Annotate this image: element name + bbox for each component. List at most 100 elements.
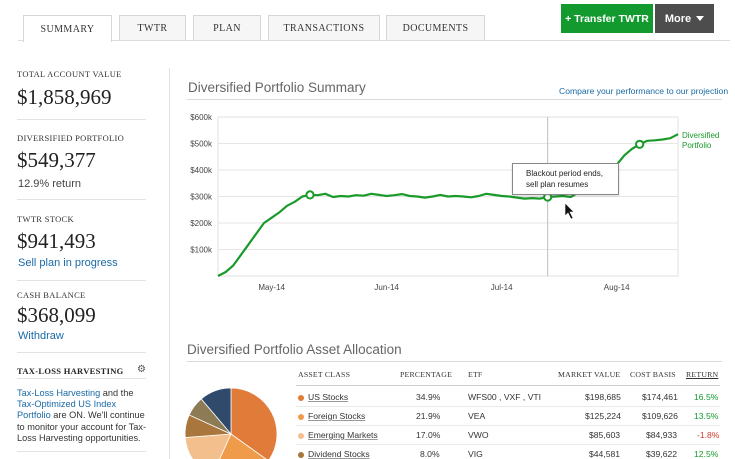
y-tick-label: $300k: [190, 193, 213, 202]
pie-slice: [219, 433, 267, 459]
series-marker: [305, 190, 315, 200]
col-percentage: PERCENTAGE: [400, 370, 453, 379]
tlh-text-rest: are ON. We'll continue to monitor your a…: [17, 410, 147, 443]
tab-plan[interactable]: PLAN: [193, 15, 261, 41]
table-row[interactable]: Dividend Stocks 8.0% VIG $44,581 $39,622…: [296, 445, 720, 459]
row-divider: [296, 406, 720, 407]
asset-class-link[interactable]: Emerging Markets: [308, 430, 378, 440]
transfer-twtr-button[interactable]: + Transfer TWTR: [561, 4, 653, 33]
tooltip-line: sell plan resumes: [526, 180, 589, 189]
pie-slice: [230, 387, 278, 459]
tlh-text-mid: and the: [100, 388, 134, 398]
twtr-stock-value: $941,493: [17, 229, 96, 253]
y-tick-label: $400k: [190, 166, 213, 175]
market-value-cell: $85,603: [589, 430, 621, 440]
tax-optimized-portfolio-link[interactable]: Tax-Optimized US Index Portfolio: [17, 399, 117, 421]
legend-dot: [298, 395, 304, 401]
legend-dot: [298, 433, 304, 439]
pie-slice: [200, 387, 232, 436]
chart-frame: [217, 116, 679, 277]
return-cell: -1.8%: [697, 430, 720, 440]
section-divider: [187, 99, 722, 100]
more-button[interactable]: More: [655, 4, 714, 33]
pie-slice: [184, 433, 232, 459]
withdraw-link[interactable]: Withdraw: [18, 330, 64, 342]
tax-loss-harvesting-link[interactable]: Tax-Loss Harvesting: [17, 388, 101, 398]
col-cost-basis: COST BASIS: [630, 370, 676, 379]
x-tick-label: Jun-14: [374, 283, 399, 292]
divider: [17, 280, 146, 281]
divider: [17, 378, 146, 379]
total-account-value: $1,858,969: [17, 85, 112, 109]
chevron-down-icon: [696, 16, 705, 21]
projection-link[interactable]: Compare your performance to our projecti…: [559, 86, 729, 96]
tooltip-line: Blackout period ends,: [526, 169, 603, 178]
etf-link[interactable]: VWO: [468, 430, 489, 440]
pie-slices: [184, 387, 278, 459]
return-cell: 16.5%: [694, 392, 719, 402]
row-divider: [296, 425, 720, 426]
cost-basis-cell: $174,461: [642, 392, 678, 402]
tax-loss-harvesting-text: Tax-Loss Harvesting and the Tax-Optimize…: [17, 388, 151, 444]
tab-underline: [18, 40, 730, 41]
x-tick-label: May-14: [258, 283, 285, 292]
tab-documents[interactable]: DOCUMENTS: [386, 15, 485, 41]
col-etf: ETF: [468, 370, 483, 379]
col-market-value: MARKET VALUE: [558, 370, 621, 379]
etf-link[interactable]: WFS00 , VXF , VTI: [468, 392, 542, 402]
allocation-title: Diversified Portfolio Asset Allocation: [187, 342, 402, 357]
cost-basis-cell: $109,626: [642, 411, 678, 421]
percentage-cell: 8.0%: [420, 449, 440, 459]
diversified-return: 12.9% return: [18, 178, 81, 190]
total-account-label: TOTAL ACCOUNT VALUE: [17, 69, 122, 79]
etf-link[interactable]: VEA: [468, 411, 486, 421]
percentage-cell: 17.0%: [416, 430, 441, 440]
header-divider: [296, 385, 720, 386]
percentage-cell: 34.9%: [416, 392, 441, 402]
tab-twtr[interactable]: TWTR: [119, 15, 186, 41]
more-label: More: [664, 12, 692, 25]
blackout-tooltip: Blackout period ends, sell plan resumes: [512, 163, 619, 195]
table-row[interactable]: Emerging Markets 17.0% VWO $85,603 $84,9…: [296, 426, 720, 445]
diversified-portfolio-label: DIVERSIFIED PORTFOLIO: [17, 133, 125, 143]
series-label-line2: Portfolio: [682, 141, 712, 150]
x-tick-label: Jul-14: [491, 283, 513, 292]
asset-class-link[interactable]: Dividend Stocks: [308, 449, 370, 459]
col-asset-class: ASSET CLASS: [298, 370, 351, 379]
series-marker: [635, 139, 645, 149]
sell-plan-link[interactable]: Sell plan in progress: [18, 257, 118, 269]
cash-balance-value: $368,099: [17, 303, 96, 327]
gear-icon[interactable]: ⚙: [137, 364, 146, 375]
table-row[interactable]: Foreign Stocks 21.9% VEA $125,224 $109,6…: [296, 407, 720, 426]
divider: [17, 352, 146, 353]
y-tick-label: $200k: [190, 219, 213, 228]
legend-dot: [298, 452, 304, 458]
return-cell: 13.5%: [694, 411, 719, 421]
summary-title: Diversified Portfolio Summary: [188, 80, 366, 95]
cursor-icon: [564, 202, 575, 220]
y-tick-label: $600k: [190, 113, 213, 122]
section-divider: [187, 361, 722, 362]
cash-balance-label: CASH BALANCE: [17, 290, 86, 300]
col-return[interactable]: RETURN: [686, 370, 719, 379]
chart-grid: [217, 116, 679, 277]
tab-transactions[interactable]: TRANSACTIONS: [268, 15, 380, 41]
percentage-cell: 21.9%: [416, 411, 441, 421]
market-value-cell: $125,224: [585, 411, 621, 421]
chart-y-axis: $100k $200k $300k $400k $500k $600k: [190, 113, 213, 255]
sidebar-divider: [169, 68, 170, 459]
x-tick-label: Aug-14: [604, 283, 630, 292]
return-cell: 12.5%: [694, 449, 719, 459]
divider: [17, 451, 146, 452]
etf-link[interactable]: VIG: [468, 449, 483, 459]
y-tick-label: $500k: [190, 140, 213, 149]
divider: [17, 119, 146, 120]
asset-class-link[interactable]: Foreign Stocks: [308, 411, 366, 421]
table-row[interactable]: US Stocks 34.9% WFS00 , VXF , VTI $198,6…: [296, 388, 720, 407]
cost-basis-cell: $39,622: [646, 449, 678, 459]
y-tick-label: $100k: [190, 246, 213, 255]
row-divider: [296, 444, 720, 445]
asset-class-link[interactable]: US Stocks: [308, 392, 349, 402]
tab-summary[interactable]: SUMMARY: [23, 15, 112, 42]
chart-x-axis: May-14 Jun-14 Jul-14 Aug-14: [258, 283, 630, 292]
